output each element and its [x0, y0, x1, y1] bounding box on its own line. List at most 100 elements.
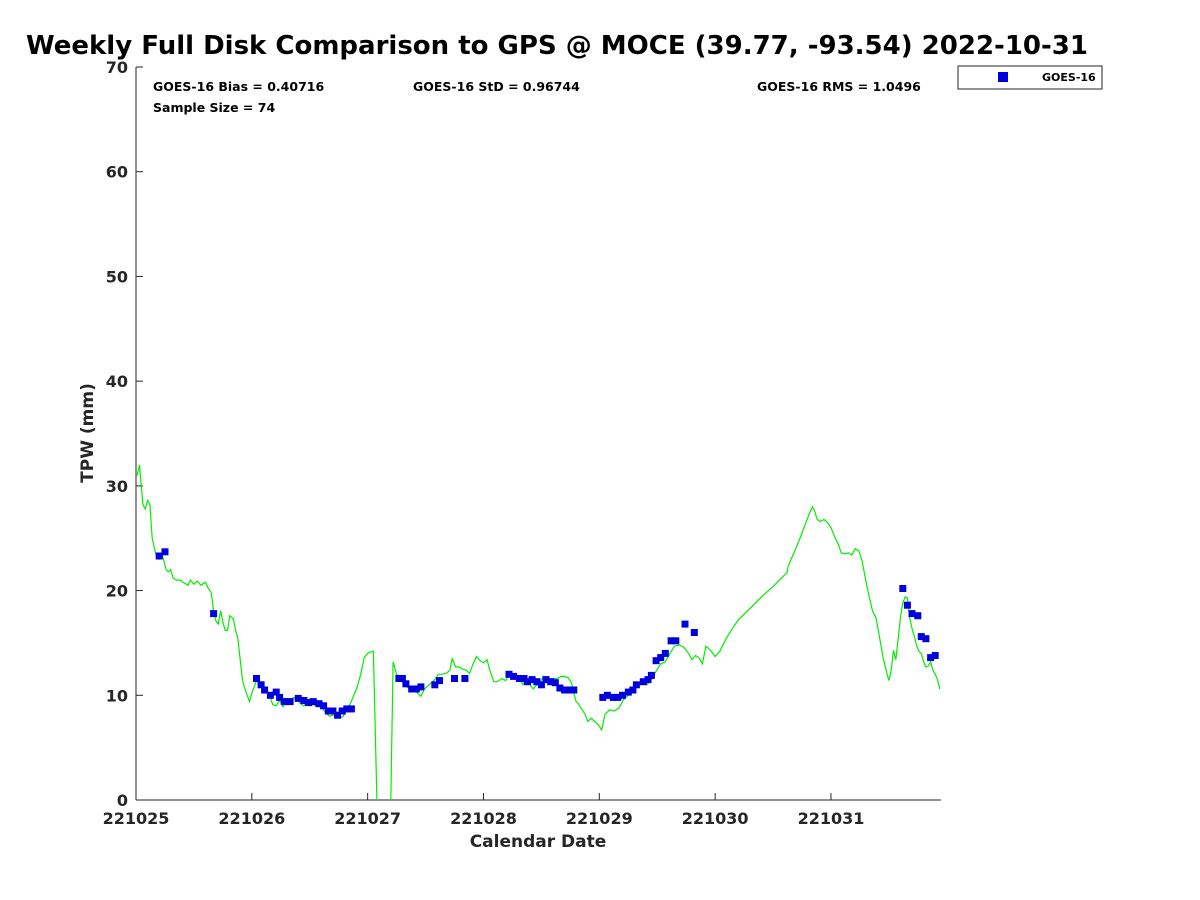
goes16-point — [155, 552, 163, 560]
goes16-point — [294, 694, 302, 702]
y-axis-label: TPW (mm) — [78, 383, 98, 483]
goes16-point — [547, 678, 555, 686]
x-tick-label: 221026 — [218, 809, 285, 828]
goes16-point — [524, 678, 531, 686]
goes16-point — [417, 683, 425, 691]
legend-box — [957, 65, 1103, 90]
goes16-point — [537, 681, 545, 689]
y-tick-label: 40 — [106, 372, 128, 391]
x-tick-label: 221029 — [566, 809, 633, 828]
goes16-point — [347, 705, 355, 713]
goes16-point — [644, 676, 652, 684]
goes16-point — [280, 698, 288, 706]
goes16-point — [431, 681, 439, 689]
std-stat: GOES-16 StD = 0.96744 — [413, 79, 580, 94]
goes16-point — [436, 677, 443, 685]
goes16-point — [398, 675, 406, 682]
sample-size-stat: Sample Size = 74 — [153, 100, 275, 115]
goes16-point — [315, 700, 323, 708]
goes16-point — [609, 693, 617, 701]
x-tick-label: 221028 — [450, 809, 517, 828]
goes16-point — [570, 686, 578, 694]
y-tick-label: 20 — [106, 582, 128, 601]
goes16-point — [451, 675, 458, 682]
goes16-point — [603, 691, 611, 699]
goes16-point — [908, 610, 916, 618]
gps-line-segment — [390, 505, 941, 801]
goes16-point — [276, 693, 284, 701]
chart-title: Weekly Full Disk Comparison to GPS @ MOC… — [26, 31, 1088, 61]
goes16-point — [922, 635, 930, 643]
goes16-point — [657, 654, 665, 662]
goes16-point — [515, 675, 523, 682]
goes16-point — [210, 610, 218, 618]
goes16-point — [667, 637, 675, 645]
goes16-point — [286, 698, 294, 706]
goes16-point — [565, 686, 573, 694]
goes16-point — [931, 652, 939, 659]
y-axis-ticks: 0 10 20 30 40 50 60 70 — [106, 58, 143, 810]
goes16-point — [899, 585, 907, 592]
goes16-point — [261, 686, 269, 694]
goes16-point — [599, 693, 607, 701]
gps-line-segment — [136, 464, 378, 801]
goes16-point — [324, 707, 332, 715]
goes16-point — [408, 685, 416, 693]
goes16-point — [412, 685, 420, 693]
bias-stat: GOES-16 Bias = 0.40716 — [153, 79, 324, 94]
goes16-point — [614, 693, 622, 701]
goes16-point — [533, 678, 541, 686]
goes16-point — [629, 686, 637, 694]
goes16-point — [561, 686, 569, 694]
goes16-point — [257, 681, 265, 689]
x-axis-ticks: 221025 221026 221027 221028 221029 221030 2210… — [103, 793, 865, 828]
goes16-point — [320, 702, 328, 710]
goes16-point — [917, 633, 925, 641]
goes16-point — [343, 705, 351, 713]
x-tick-label: 221025 — [103, 809, 170, 828]
goes16-point — [510, 672, 518, 680]
legend-marker — [998, 72, 1008, 82]
goes16-point — [652, 657, 660, 665]
goes16-point — [647, 671, 655, 679]
goes16-point — [551, 679, 559, 687]
goes16-point — [334, 711, 341, 719]
goes16-point — [914, 612, 922, 620]
gps-series — [136, 464, 941, 801]
goes16-point — [903, 601, 911, 609]
goes16-point — [556, 684, 564, 692]
goes16-point — [161, 548, 169, 556]
goes16-point — [253, 675, 260, 682]
goes16-point — [505, 670, 513, 678]
y-tick-label: 70 — [106, 58, 128, 77]
goes16-point — [619, 691, 626, 699]
x-tick-label: 221030 — [682, 809, 749, 828]
goes16-point — [266, 691, 274, 699]
goes16-series — [155, 548, 939, 719]
goes16-point — [661, 649, 669, 657]
legend-label: GOES-16 — [1042, 71, 1096, 84]
goes16-point — [672, 637, 680, 645]
y-tick-label: 60 — [106, 163, 128, 182]
goes16-point — [305, 699, 313, 707]
x-axis-label: Calendar Date — [470, 832, 607, 852]
goes16-point — [681, 620, 689, 628]
goes16-point — [338, 707, 346, 715]
goes16-point — [632, 681, 640, 689]
goes16-point — [927, 654, 935, 662]
goes16-point — [624, 688, 632, 696]
goes16-point — [309, 698, 317, 706]
goes16-point — [329, 707, 337, 715]
goes16-point — [461, 675, 469, 682]
y-tick-label: 50 — [106, 267, 128, 286]
goes16-point — [402, 680, 410, 688]
goes16-point — [300, 697, 308, 704]
y-tick-label: 10 — [106, 686, 128, 705]
rms-stat: GOES-16 RMS = 1.0496 — [757, 79, 921, 94]
x-tick-label: 221031 — [798, 809, 865, 828]
goes16-point — [528, 676, 536, 684]
goes16-point — [272, 688, 280, 696]
y-tick-label: 0 — [117, 791, 128, 810]
goes16-point — [639, 678, 647, 686]
